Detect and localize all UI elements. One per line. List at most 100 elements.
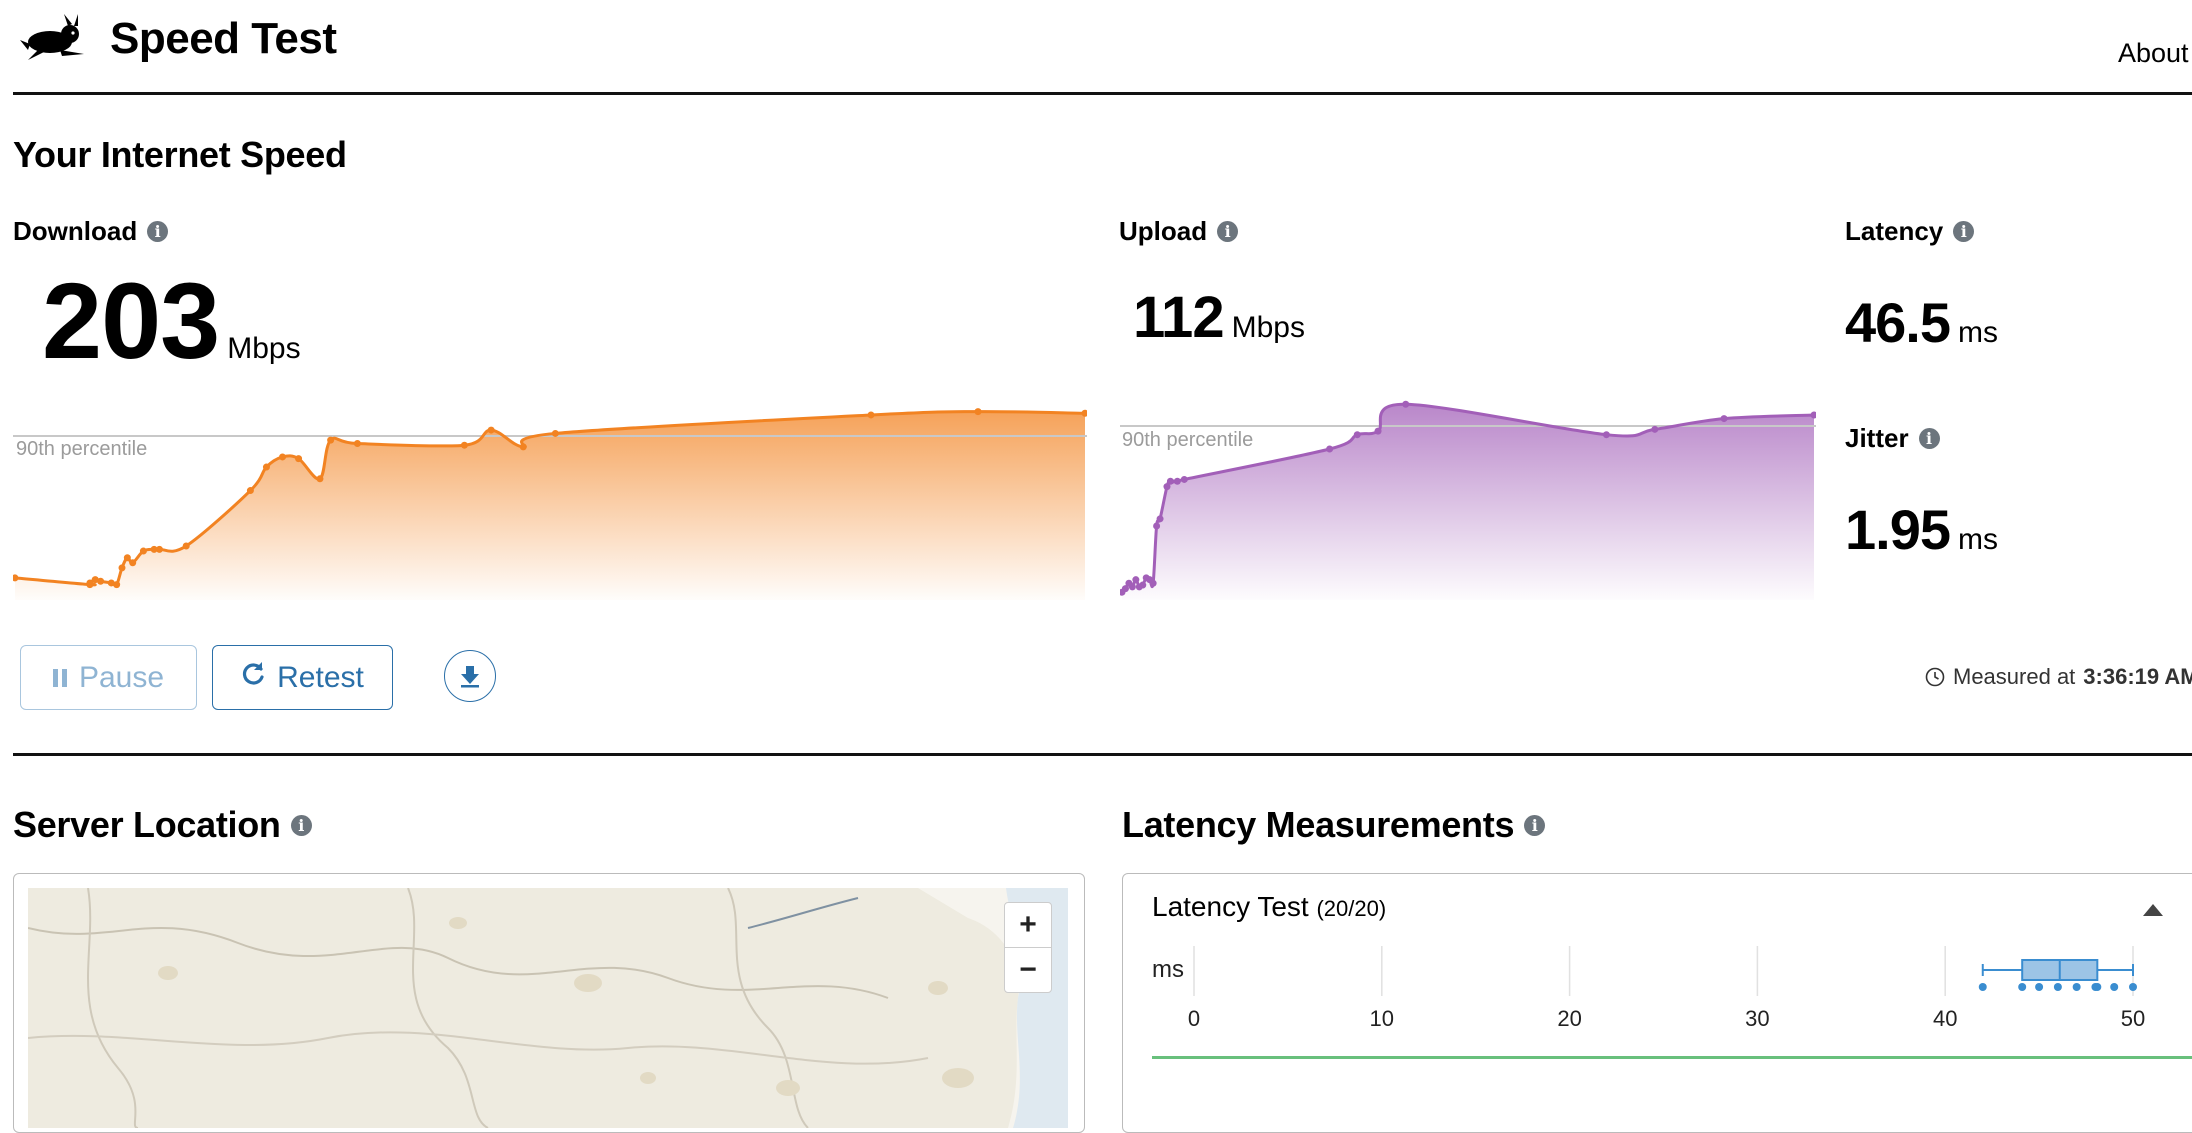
zoom-out-button[interactable]: −	[1004, 947, 1052, 993]
latency-unit: ms	[1958, 316, 1998, 349]
jitter-unit: ms	[1958, 523, 1998, 556]
jitter-value: 1.95	[1845, 498, 1951, 561]
upload-point	[1156, 515, 1164, 523]
download-label-row: Download i	[13, 216, 169, 247]
download-point	[123, 554, 131, 562]
app-title: Speed Test	[110, 14, 337, 63]
upload-point	[1651, 425, 1659, 433]
latency-sample-point	[2053, 983, 2062, 991]
latency-axis-unit: ms	[1152, 956, 1184, 983]
download-arrow-icon	[461, 666, 479, 688]
download-point	[279, 453, 286, 461]
download-point	[867, 411, 875, 419]
upload-point	[1163, 483, 1171, 491]
upload-percentile-label: 90th percentile	[1122, 429, 1254, 451]
latency-sample-point	[1978, 983, 1987, 991]
download-point	[551, 429, 559, 437]
download-point	[97, 577, 105, 585]
upload-point	[1353, 431, 1361, 439]
download-label: Download	[13, 216, 138, 246]
latency-tick-label: 20	[1557, 1006, 1581, 1031]
upload-area	[1122, 404, 1814, 600]
download-point	[487, 426, 495, 434]
download-point	[316, 475, 324, 483]
download-point	[150, 545, 158, 553]
latency-tick-label: 0	[1188, 1006, 1200, 1031]
about-link[interactable]: About	[2118, 38, 2189, 68]
latency-tick-label: 10	[1370, 1006, 1394, 1031]
latency-value: 46.5	[1845, 291, 1951, 354]
download-point	[974, 408, 982, 416]
latency-label-row: Latency i	[1845, 216, 1975, 247]
download-percentile-label: 90th percentile	[16, 438, 148, 460]
pause-button[interactable]: Pause	[20, 645, 197, 710]
download-point	[107, 579, 115, 587]
jitter-label: Jitter	[1845, 423, 1909, 453]
download-point	[113, 581, 121, 589]
collapse-caret-icon[interactable]	[2143, 904, 2163, 916]
latency-sample-point	[2018, 983, 2027, 991]
pause-icon	[52, 668, 67, 687]
download-point	[182, 542, 190, 550]
upload-chart: 90th percentile	[1120, 400, 1816, 600]
jitter-info-icon[interactable]: i	[1918, 427, 1940, 449]
download-point	[246, 487, 254, 495]
latency-sample-point	[2129, 983, 2137, 991]
latency-sample-point	[2093, 983, 2102, 991]
server-map[interactable]: + −	[27, 887, 1068, 1129]
retest-label: Retest	[277, 660, 364, 694]
download-point	[295, 455, 303, 463]
upload-unit: Mbps	[1231, 311, 1305, 344]
measured-at: Measured at 3:36:19 AM	[1925, 664, 2192, 690]
download-point	[91, 576, 99, 584]
latency-test-header[interactable]: Latency Test (20/20)	[1152, 891, 1386, 923]
download-point	[460, 441, 468, 449]
upload-point	[1166, 477, 1174, 485]
download-info-icon[interactable]: i	[147, 220, 169, 242]
latency-section-title: Latency Measurements	[1122, 804, 1515, 845]
download-point	[13, 574, 19, 582]
download-point	[129, 559, 137, 567]
latency-test-title: Latency Test	[1152, 891, 1309, 922]
download-point	[1081, 409, 1087, 417]
latency-test-count: (20/20)	[1316, 896, 1387, 921]
download-point	[155, 545, 163, 553]
measured-prefix: Measured at	[1953, 664, 2076, 689]
download-chart: 90th percentile	[13, 400, 1087, 600]
download-point	[327, 436, 335, 444]
server-map-frame: + −	[13, 873, 1085, 1133]
upload-point	[1153, 522, 1161, 530]
header-divider	[13, 92, 2192, 95]
upload-point	[1374, 427, 1382, 435]
latency-measurements-info-icon[interactable]: i	[1524, 814, 1546, 836]
latency-value-row: 46.5 ms	[1845, 290, 1998, 355]
section-divider	[13, 753, 2192, 756]
download-point	[118, 564, 126, 572]
upload-point	[1402, 400, 1410, 408]
upload-point	[1128, 583, 1136, 591]
download-point	[139, 547, 147, 555]
server-section-title: Server Location	[13, 804, 281, 845]
upload-chart-svg	[1120, 400, 1816, 600]
upload-point	[1173, 477, 1181, 485]
upload-label-row: Upload i	[1119, 216, 1239, 247]
download-value-row: 203 Mbps	[42, 258, 301, 383]
download-point	[262, 463, 270, 471]
upload-point	[1149, 579, 1157, 587]
download-unit: Mbps	[227, 332, 301, 365]
upload-point	[1602, 431, 1610, 439]
latency-tick-label: 40	[1933, 1006, 1957, 1031]
latency-status-line	[1152, 1056, 2192, 1059]
latency-info-icon[interactable]: i	[1953, 220, 1975, 242]
download-value: 203	[42, 260, 220, 381]
server-info-icon[interactable]: i	[290, 814, 312, 836]
latency-sample-point	[2110, 983, 2119, 991]
zoom-in-button[interactable]: +	[1004, 902, 1052, 948]
upload-value-row: 112 Mbps	[1133, 284, 1305, 351]
latency-label: Latency	[1845, 216, 1944, 246]
upload-point	[1810, 411, 1816, 419]
retest-button[interactable]: Retest	[212, 645, 393, 710]
download-results-button[interactable]	[444, 650, 496, 702]
upload-info-icon[interactable]: i	[1217, 220, 1239, 242]
map-tiles	[27, 887, 1068, 1129]
